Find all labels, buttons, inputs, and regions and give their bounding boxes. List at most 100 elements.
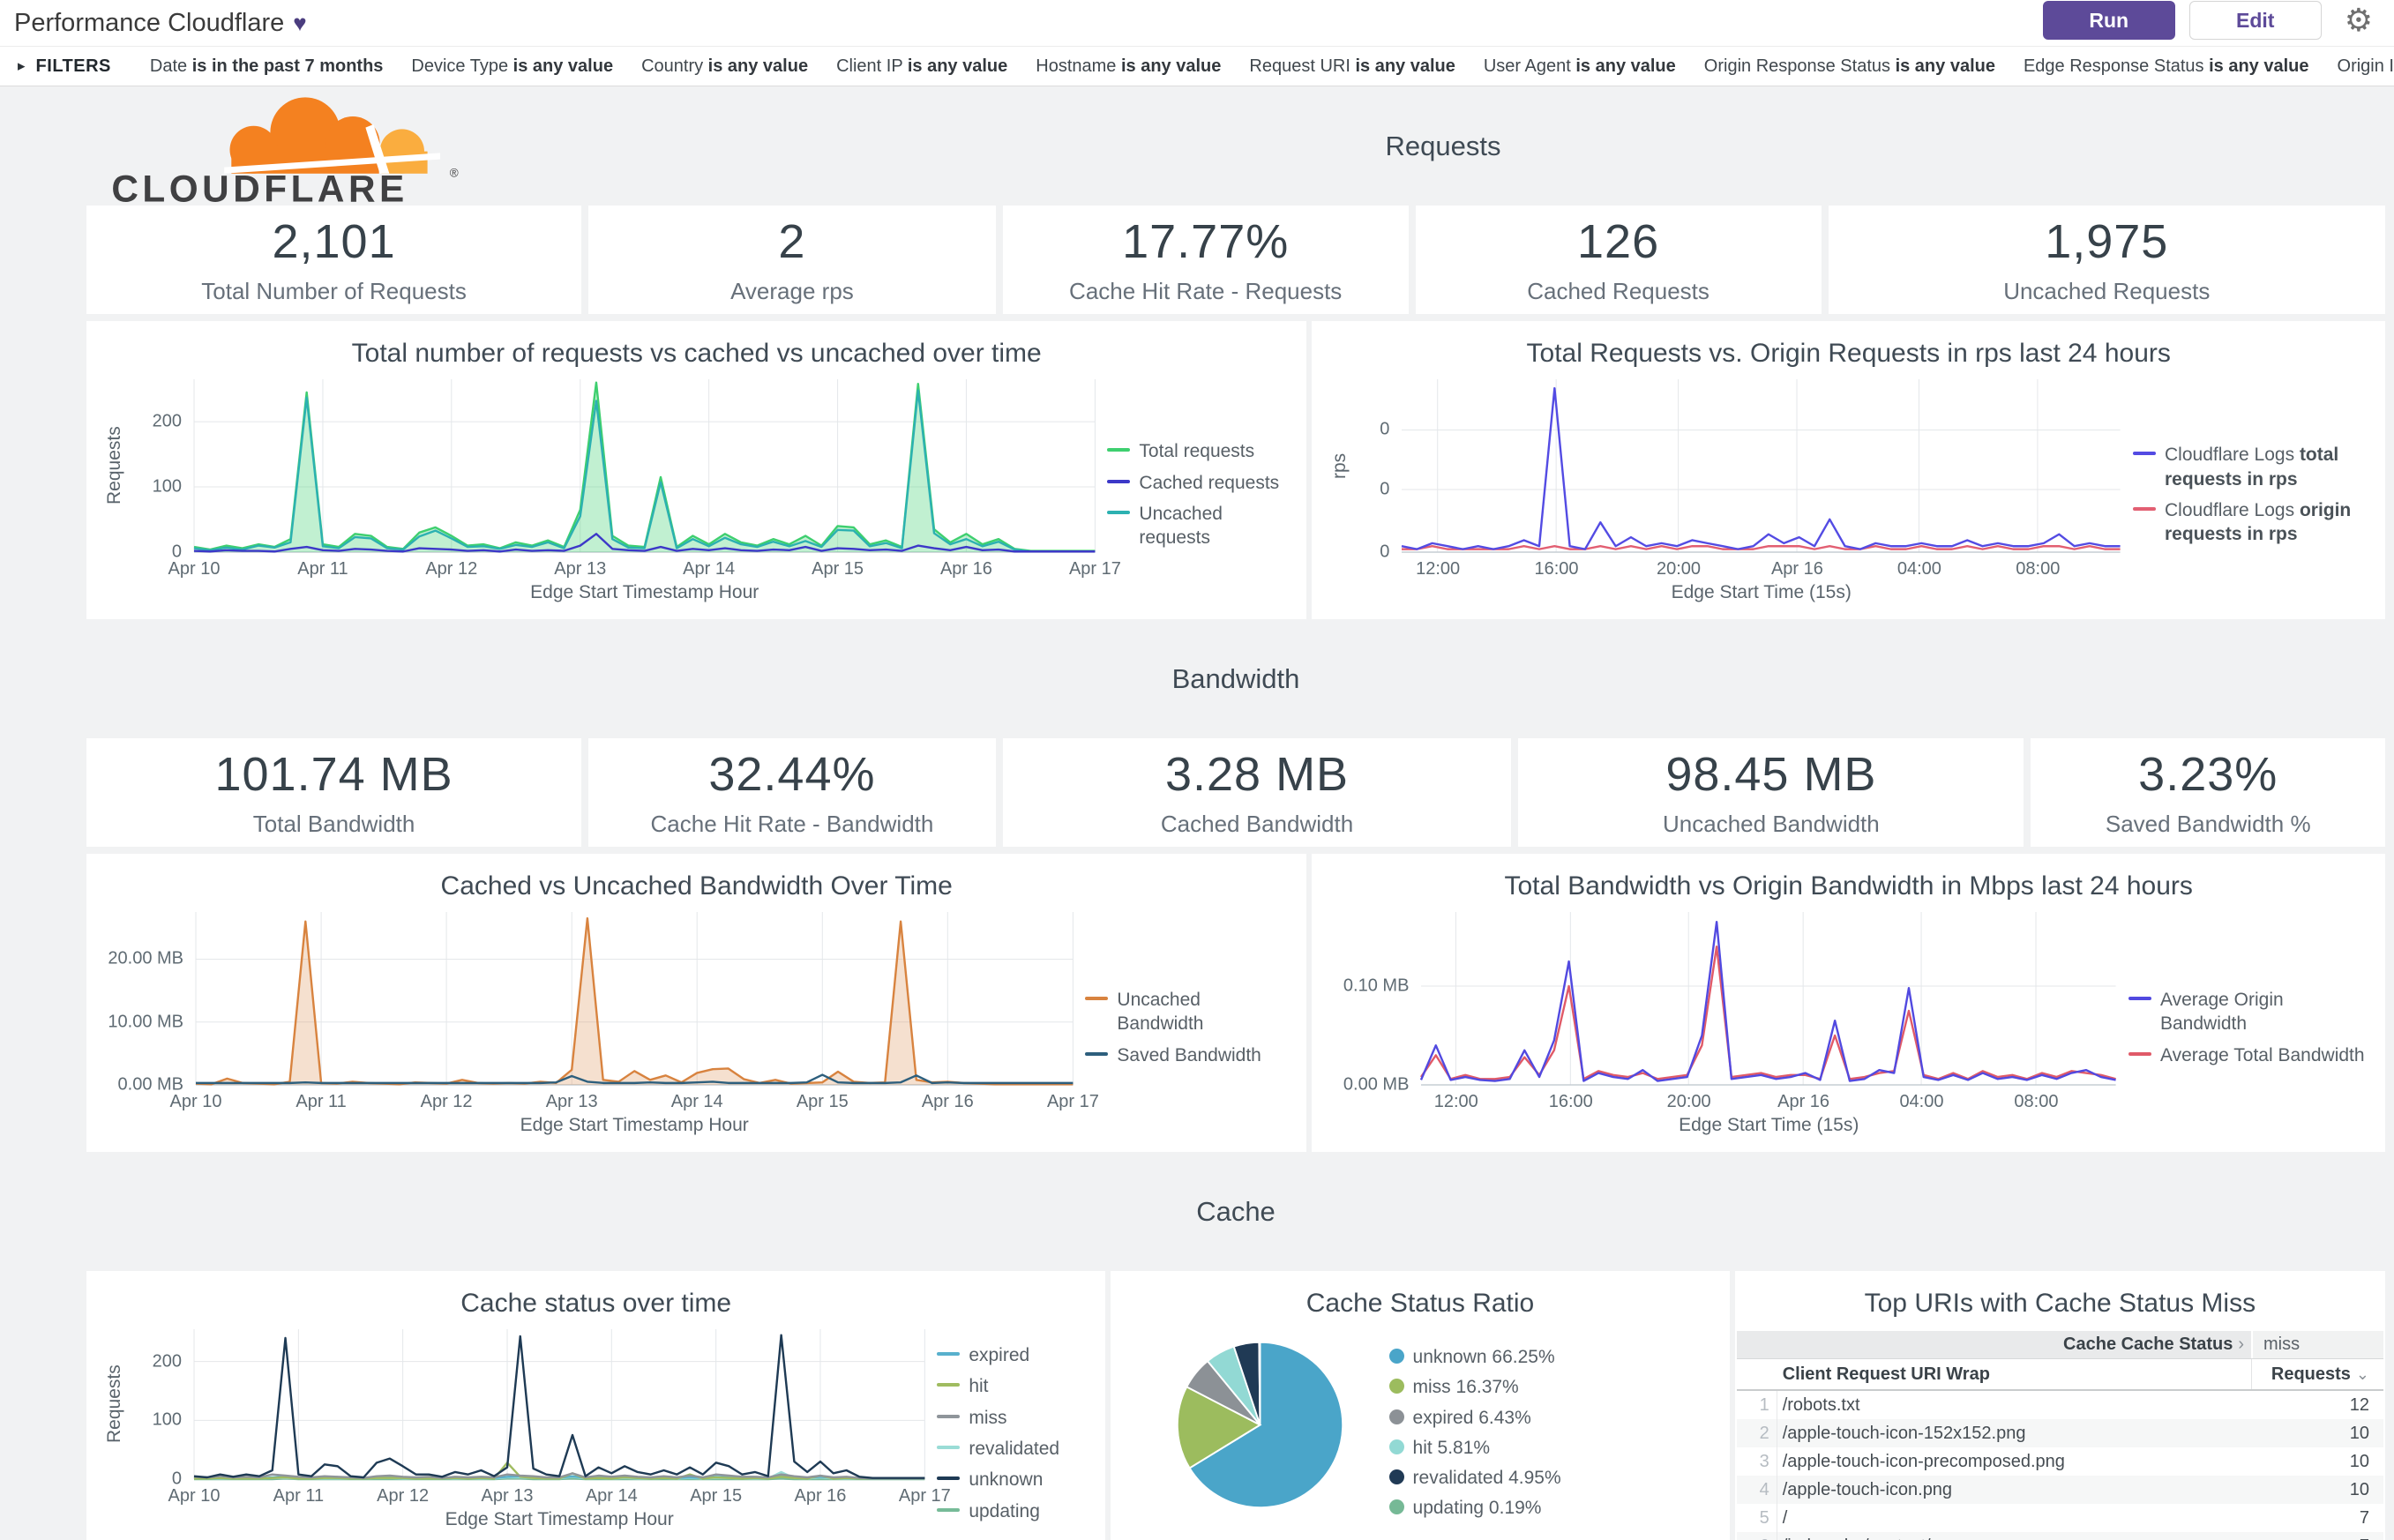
filter-item[interactable]: Country is any value (641, 56, 809, 76)
stat-label: Saved Bandwidth % (2105, 811, 2311, 837)
filter-item[interactable]: Edge Response Status is any value (2023, 56, 2309, 76)
legend-item[interactable]: Saved Bandwidth (1085, 1043, 1291, 1067)
uri-cell[interactable]: /index.php/contact/ (1777, 1536, 2251, 1540)
table-row[interactable]: 4/apple-touch-icon.png 10 (1736, 1476, 2383, 1504)
filter-item[interactable]: Client IP is any value (836, 56, 1008, 76)
legend-item[interactable]: Cloudflare Logs origin requests in rps (2133, 498, 2369, 547)
legend-item[interactable]: Total requests (1107, 439, 1291, 463)
y-axis-ticks: 0 100 200 (132, 379, 194, 562)
filters-expand-icon[interactable]: ▸ (18, 57, 26, 74)
legend-item[interactable]: unknown (937, 1468, 1089, 1491)
requests-cell[interactable]: 10 (2349, 1423, 2369, 1443)
legend-swatch (1388, 1349, 1404, 1364)
plot[interactable] (196, 912, 1073, 1085)
chart-title: Total Bandwidth vs Origin Bandwidth in M… (1504, 871, 2193, 901)
legend-label: Cloudflare Logs total requests in rps (2165, 445, 2339, 490)
requests-header-row: CLOUDFLARE ® Requests (86, 86, 2385, 209)
chart-legend: expired hit miss revalidated unknown updating (924, 1343, 1105, 1523)
legend-item[interactable]: expired 6.43% (1388, 1406, 1672, 1430)
y-tick: 0.10 MB (1343, 976, 1410, 996)
filter-item[interactable]: Date is in the past 7 months (149, 56, 384, 76)
chart-legend: Cloudflare Logs total requests in rps Clo… (2121, 443, 2385, 546)
requests-cell[interactable]: 7 (2251, 1536, 2383, 1540)
filter-items: Date is in the past 7 months Device Type … (150, 56, 2394, 77)
x-tick: Apr 11 (297, 559, 348, 579)
x-tick: 04:00 (1896, 559, 1941, 579)
legend-item[interactable]: Average Origin Bandwidth (2128, 988, 2369, 1036)
legend-item[interactable]: updating 0.19% (1388, 1496, 1672, 1520)
filter-item[interactable]: User Agent is any value (1483, 56, 1676, 76)
uri-cell[interactable]: /apple-touch-icon-precomposed.png (1782, 1451, 2065, 1471)
pie-slice-unknown[interactable] (1187, 1341, 1343, 1509)
stat-value: 32.44% (708, 748, 876, 801)
filter-item[interactable]: Device Type is any value (411, 56, 614, 76)
pie-slice-miss[interactable] (1176, 1386, 1261, 1469)
edit-button[interactable]: Edit (2188, 1, 2322, 40)
stat-card: 17.77% Cache Hit Rate - Requests (1002, 206, 1409, 314)
legend-item[interactable]: expired (937, 1343, 1089, 1367)
legend-item[interactable]: Cloudflare Logs total requests in rps (2133, 443, 2369, 491)
table-row[interactable]: 1/robots.txt 12 (1737, 1391, 2383, 1419)
group-filter-value[interactable]: miss (2251, 1331, 2383, 1358)
filter-item[interactable]: Hostname is any value (1036, 56, 1222, 76)
filter-item[interactable]: Request URI is any value (1249, 56, 1455, 76)
legend-item[interactable]: Uncached requests (1107, 502, 1291, 550)
requests-column-header[interactable]: Requests ⌄ (2251, 1359, 2383, 1389)
legend-item[interactable]: Uncached Bandwidth (1085, 988, 1291, 1036)
table-row[interactable]: 5/ 7 (1737, 1504, 2383, 1532)
plot[interactable] (194, 379, 1095, 552)
y-axis-ticks: 0 100 200 (132, 1329, 194, 1488)
bandwidth-chart-row: Cached vs Uncached Bandwidth Over Time 0… (86, 854, 2385, 1152)
y-tick: 0 (171, 542, 182, 562)
x-tick: Apr 10 (168, 1486, 221, 1506)
legend-swatch (1085, 1051, 1109, 1056)
cache-status-pie[interactable] (1170, 1334, 1350, 1515)
stat-value: 3.23% (2138, 748, 2278, 801)
legend-swatch (1107, 479, 1131, 483)
uri-cell[interactable]: /apple-touch-icon.png (1782, 1479, 1953, 1499)
legend-item[interactable]: miss 16.37% (1388, 1375, 1672, 1399)
legend-item[interactable]: miss (937, 1406, 1089, 1430)
legend-item[interactable]: hit 5.81% (1388, 1436, 1672, 1460)
legend-item[interactable]: revalidated (937, 1437, 1089, 1461)
legend-swatch (1388, 1469, 1404, 1485)
legend-item[interactable]: Cached requests (1107, 471, 1291, 495)
uri-column-header[interactable]: Client Request URI Wrap (1782, 1364, 1990, 1384)
group-field-label: Cache Cache Status (2063, 1334, 2233, 1354)
uri-cell[interactable]: /robots.txt (1782, 1394, 1860, 1415)
x-tick: Apr 13 (554, 559, 607, 579)
legend-item[interactable]: Average Total Bandwidth (2128, 1043, 2369, 1067)
filter-item[interactable]: Origin IP is any value (2337, 56, 2394, 76)
y-axis-ticks: 0 0 0 (1358, 379, 1402, 562)
requests-cell[interactable]: 10 (2349, 1479, 2369, 1499)
filters-label[interactable]: FILTERS (35, 56, 111, 76)
requests-cell[interactable]: 7 (2359, 1507, 2369, 1528)
stat-card: 2,101 Total Number of Requests (86, 206, 582, 314)
legend-item[interactable]: hit (937, 1374, 1089, 1398)
plot[interactable] (194, 1329, 924, 1479)
table-title: Top URIs with Cache Status Miss (1864, 1289, 2256, 1318)
requests-cell[interactable]: 10 (2349, 1451, 2369, 1471)
gear-icon[interactable]: ⚙ (2344, 2, 2373, 38)
plot[interactable] (1402, 379, 2121, 552)
y-axis-label: Requests (104, 426, 124, 505)
legend-item[interactable]: updating (937, 1499, 1089, 1523)
table-group-header: Cache Cache Status › miss (1736, 1331, 2383, 1359)
chart-title: Total number of requests vs cached vs un… (351, 339, 1042, 368)
pie-slice-updating[interactable] (1257, 1341, 1261, 1425)
table-row[interactable]: 3/apple-touch-icon-precomposed.png 10 (1737, 1447, 2383, 1476)
legend-item[interactable]: revalidated 4.95% (1388, 1466, 1672, 1490)
legend-item[interactable]: unknown 66.25% (1388, 1345, 1672, 1369)
x-axis-title: Edge Start Time (15s) (1671, 582, 1852, 602)
run-button[interactable]: Run (2042, 1, 2175, 40)
plot[interactable] (1421, 912, 2116, 1085)
table-row[interactable]: 6/index.php/contact/7 (1736, 1532, 2383, 1540)
stat-card: 1,975 Uncached Requests (1828, 206, 2385, 314)
uri-cell[interactable]: / (1782, 1507, 1788, 1528)
table-row[interactable]: 2/apple-touch-icon-152x152.png 10 (1736, 1419, 2383, 1447)
x-tick: Apr 16 (1770, 559, 1823, 579)
requests-cell[interactable]: 12 (2349, 1394, 2369, 1415)
legend-label: Average Total Bandwidth (2160, 1044, 2365, 1065)
filter-item[interactable]: Origin Response Status is any value (1703, 56, 1995, 76)
uri-cell[interactable]: /apple-touch-icon-152x152.png (1782, 1423, 2026, 1443)
